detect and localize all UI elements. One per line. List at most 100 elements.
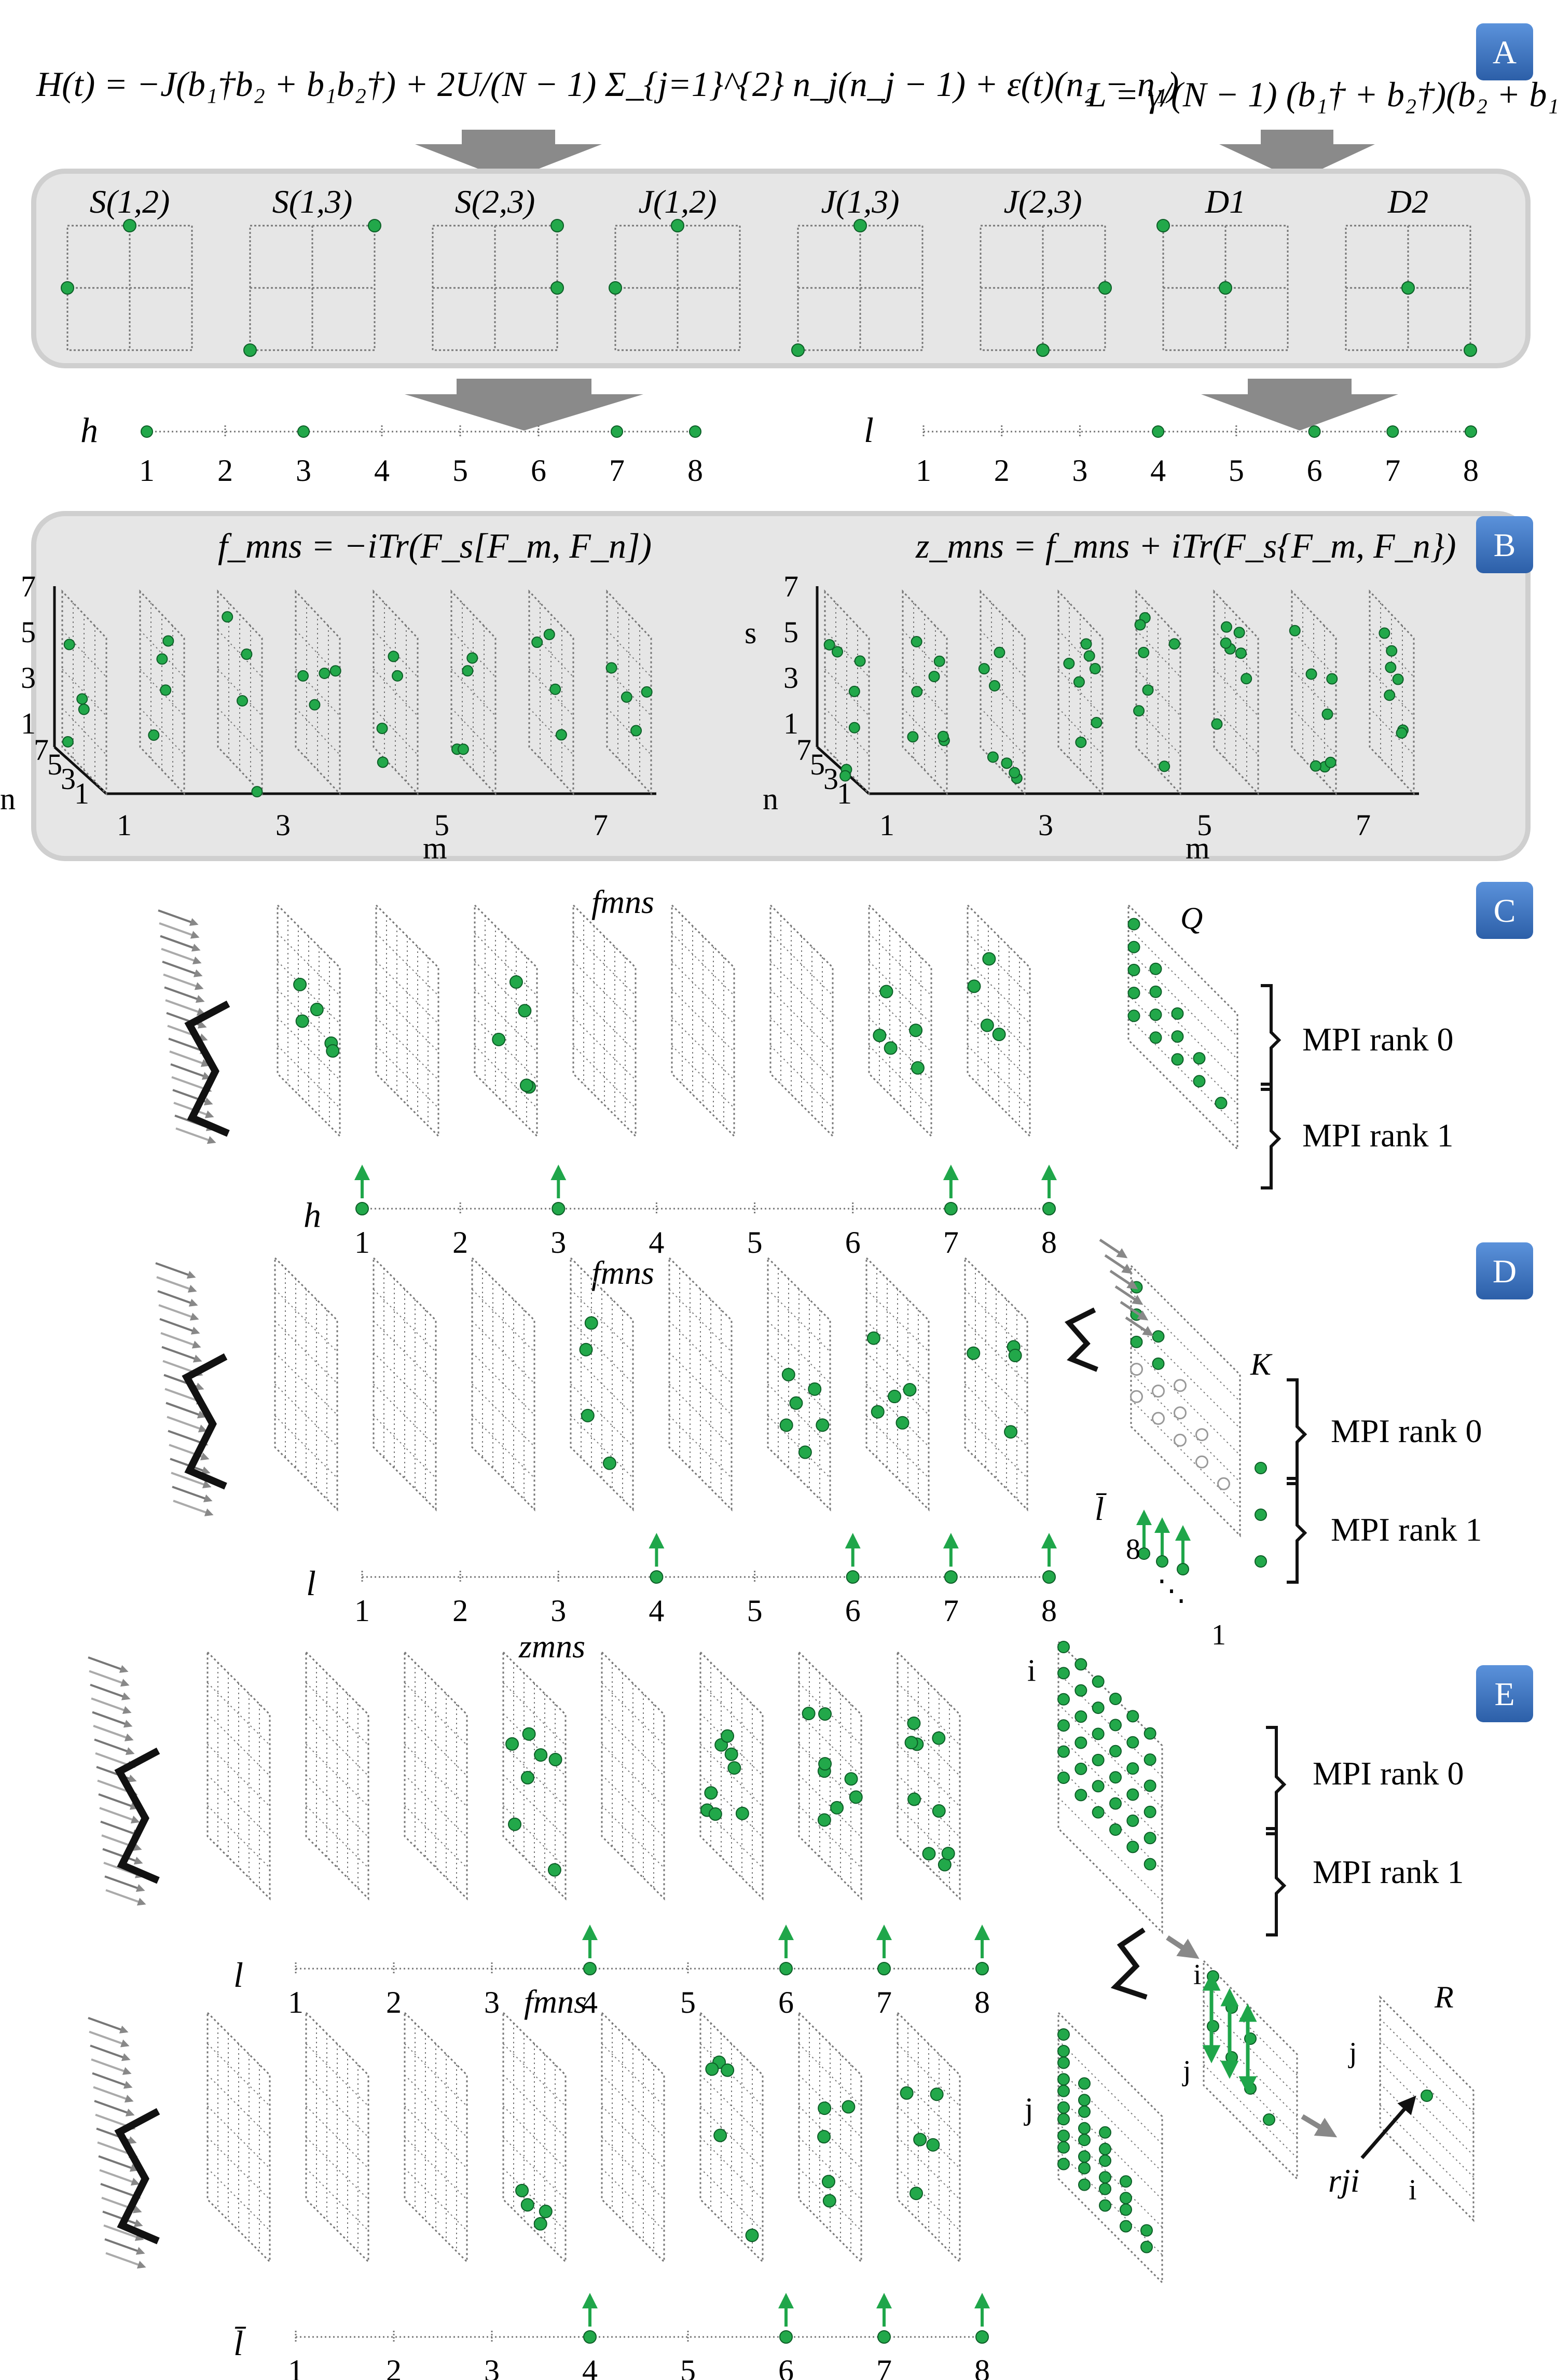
panel-label-D [1476,1242,1533,1299]
grid-dot [907,731,919,743]
s-tick: 5 [21,615,36,649]
grid-dot [1080,638,1092,650]
matrix-grid-line [1058,2150,1163,2256]
slice-grid-line [404,1713,467,1777]
grid-dot [1098,281,1112,295]
slice-grid-line [404,1805,467,1869]
n-tick: 1 [837,777,852,810]
j-label: j [1024,2092,1034,2126]
grid-dot [1109,1797,1122,1810]
down-arrow-icon [1219,130,1375,181]
operator-grid: J(1,2) [609,183,741,351]
row-E2-slices: l̄ 1 2 3 4 5 6 7 8 [88,2011,990,2380]
grid-dot [251,786,263,798]
grid-dot [1126,1762,1139,1775]
index-line-label: l [233,1955,243,1995]
grid-dot [1078,2162,1091,2175]
grid-dot [842,2100,856,2114]
grid-dot [1109,1745,1122,1758]
slice-grid-line [700,2106,763,2169]
slice-grid-line [1369,630,1414,677]
stack-arrow-icon [104,1875,145,1892]
slice-grid-line [671,961,735,1025]
empty-dot [1174,1433,1187,1447]
tick-label: 3 [484,1985,500,2019]
panel-label-A [1476,23,1533,80]
stack-arrow-icon [168,1037,209,1055]
grid-dot [888,1390,902,1404]
grid-dot [1092,1675,1105,1688]
tick-label: 2 [994,453,1010,488]
grid-dot [1126,1736,1139,1749]
slice-grid-line [902,708,947,755]
tick-label: 8 [1041,1594,1057,1628]
grid-dot [1057,2028,1070,2041]
grid-dot [1089,663,1101,675]
grid-dot [1078,2178,1091,2191]
slice-grid-line [669,1289,732,1352]
slice-grid-line [404,1774,467,1838]
grid-dot [817,1813,831,1827]
tick-label: 2 [217,453,233,488]
stack-arrow-icon [158,909,199,926]
grid-dot [515,2183,529,2197]
slice-grid-line [207,2168,270,2231]
slice-grid-line [376,961,439,1025]
grid-dot [1074,1684,1087,1697]
grid-dot [1057,2056,1070,2069]
grid-dot [895,1416,910,1430]
grid-dot [911,636,922,648]
slice-grid-line [1136,630,1181,677]
slice-grid-line [529,669,574,716]
zmns-label: zmns [518,1628,585,1665]
grid-dot [1057,1667,1070,1680]
grid-dot [745,2229,759,2243]
n-axis [53,746,107,795]
stack-arrow-icon [91,1697,132,1714]
slice-grid-line [700,2074,763,2138]
stack-arrow-icon [89,2030,130,2047]
grid-dot [853,219,867,232]
panel-label-E-text: E [1494,1676,1514,1712]
fmns-label: fmns [591,1254,654,1291]
grid-dot [1078,2105,1091,2118]
slice-grid-line [700,2168,763,2231]
m-axis-label: m [423,831,447,865]
m-tick: 1 [879,808,894,842]
stack-arrow-icon [160,1332,201,1349]
slice-grid-line [964,1415,1028,1478]
tick-label: 8 [1041,1225,1057,1260]
slice-grid-line [306,2137,369,2200]
l-index-line: l 1 2 3 4 5 6 7 8 [864,410,1479,488]
slice-grid-line [967,1045,1030,1109]
grid-dot [879,985,893,999]
tick-label: 2 [386,1985,402,2019]
grid-dot [705,2062,719,2076]
grid-dot [848,722,860,734]
h-index-line: h 1 2 3 4 5 6 7 8 [80,410,703,488]
index-line-label: h [80,410,98,450]
slice-grid-line [980,708,1025,755]
slice-grid-line [306,1774,369,1838]
grid-dot [508,1817,522,1831]
grid-dot [156,653,168,665]
slice-grid-line [207,1774,270,1838]
slice-grid-line [866,1320,929,1384]
matrix-frame [1379,1995,1475,2222]
s-tick: 7 [783,570,798,603]
tick-label: 5 [747,1594,763,1628]
stack-arrow-icon [157,1290,198,1307]
slice-grid-line [700,2137,763,2200]
fmns-label: fmns [524,1983,587,2020]
grid-dot [162,635,174,647]
grid-dot [1092,1806,1105,1819]
slice-grid-line [897,1744,960,1807]
slice-grid-line [770,961,833,1025]
tick-label: 1 [288,1985,304,2019]
operator-label: S(1,2) [90,183,170,220]
hamiltonian-equation: H(t) = −J(b₁†b₂ + b₁b₂†) + 2U/(N − 1) Σ_… [36,64,1179,104]
stack-arrow-icon [160,935,201,952]
grid-dot [1143,1779,1156,1792]
grid-dot [78,703,90,715]
